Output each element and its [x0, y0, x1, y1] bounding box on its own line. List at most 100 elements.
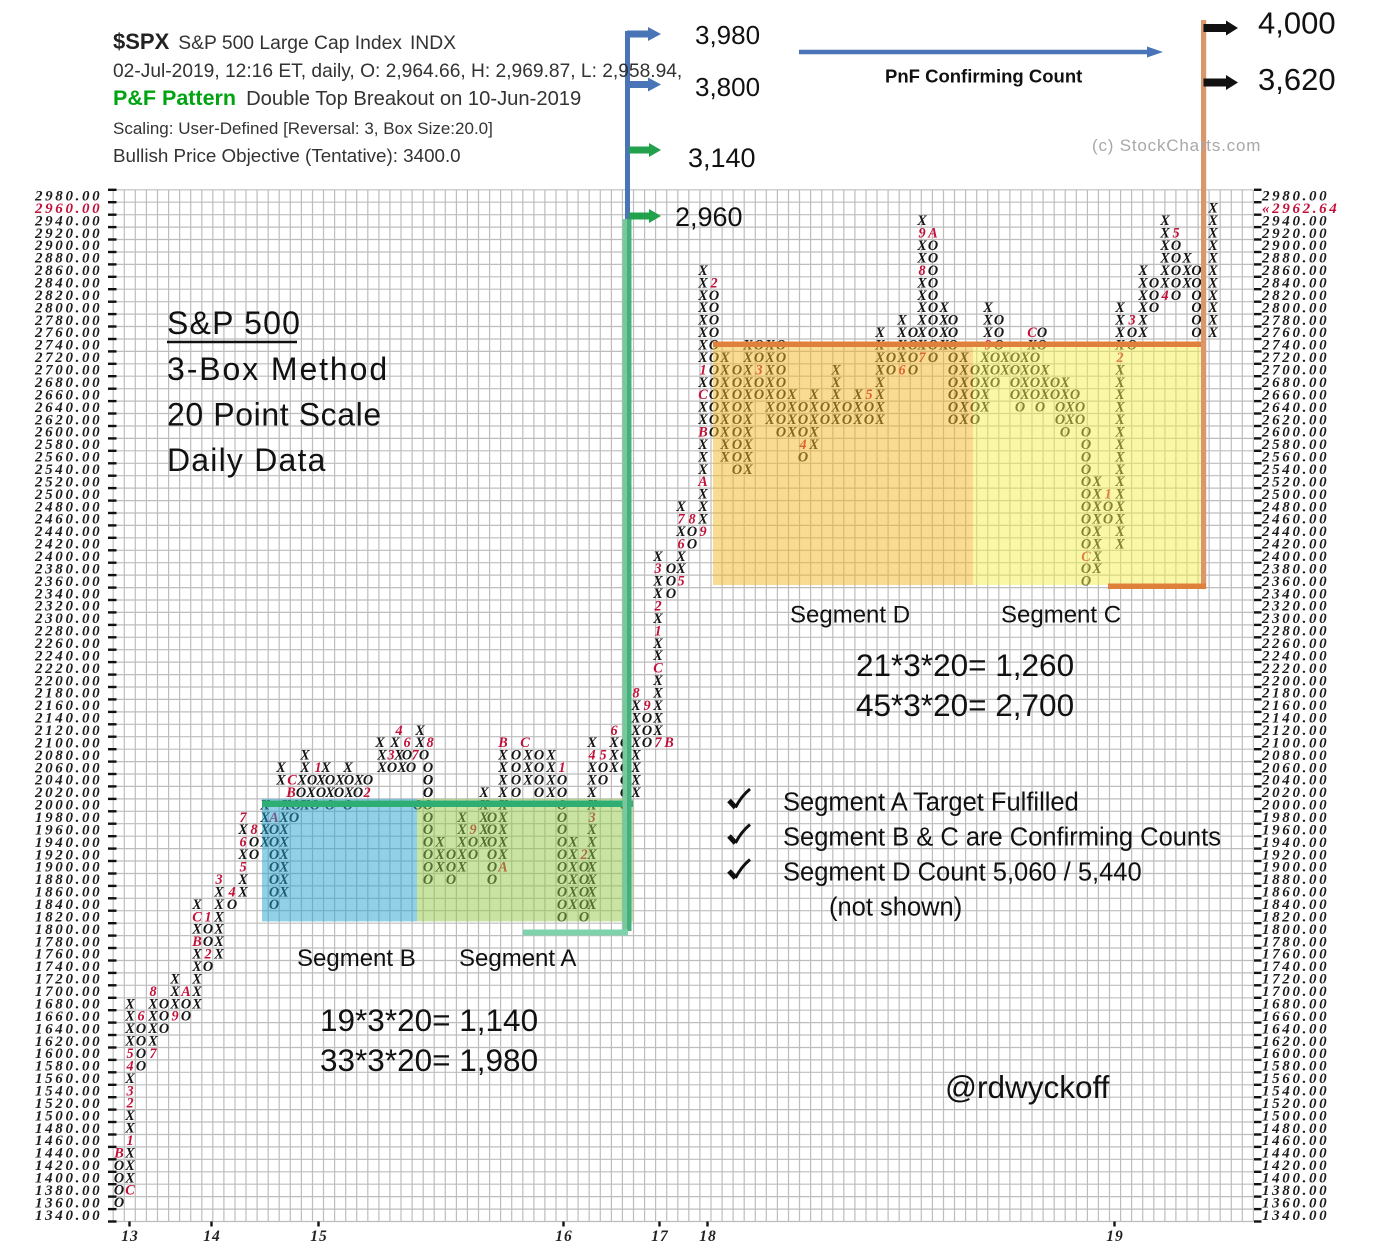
svg-text:8: 8 — [688, 512, 695, 528]
svg-text:1980.00: 1980.00 — [35, 810, 102, 826]
svg-text:X: X — [124, 996, 135, 1012]
svg-text:O: O — [928, 263, 938, 279]
svg-text:1620.00: 1620.00 — [35, 1034, 102, 1050]
svg-text:O: O — [181, 996, 191, 1012]
svg-text:O: O — [598, 760, 608, 776]
svg-text:X: X — [1159, 226, 1170, 242]
svg-text:1680.00: 1680.00 — [35, 997, 102, 1013]
svg-text:O: O — [249, 835, 259, 851]
svg-text:O: O — [114, 1158, 124, 1174]
svg-text:5: 5 — [126, 1046, 133, 1062]
svg-text:X: X — [1159, 275, 1170, 291]
svg-text:2040.00: 2040.00 — [34, 773, 102, 789]
svg-text:O: O — [642, 710, 652, 726]
svg-text:2560.00: 2560.00 — [34, 450, 102, 466]
svg-text:X: X — [213, 884, 224, 900]
svg-text:X: X — [191, 971, 202, 987]
svg-text:O: O — [928, 300, 938, 316]
svg-text:2360.00: 2360.00 — [34, 574, 102, 590]
svg-text:C: C — [125, 1183, 135, 1199]
svg-text:X: X — [315, 773, 326, 789]
svg-text:2160.00: 2160.00 — [34, 698, 102, 714]
svg-text:O: O — [136, 1058, 146, 1074]
svg-text:1700.00: 1700.00 — [35, 984, 102, 1000]
svg-text:X: X — [237, 847, 248, 863]
svg-text:1360.00: 1360.00 — [1262, 1195, 1329, 1211]
svg-text:1520.00: 1520.00 — [1262, 1096, 1329, 1112]
svg-text:1500.00: 1500.00 — [35, 1108, 102, 1124]
svg-text:X: X — [299, 748, 310, 764]
svg-text:O: O — [928, 325, 938, 341]
svg-text:2120.00: 2120.00 — [34, 723, 102, 739]
svg-text:O: O — [316, 785, 326, 801]
svg-text:O: O — [325, 773, 335, 789]
svg-text:4: 4 — [587, 748, 595, 764]
svg-text:C: C — [698, 387, 708, 403]
svg-text:1580.00: 1580.00 — [1262, 1059, 1329, 1075]
svg-text:1700.00: 1700.00 — [1262, 984, 1329, 1000]
svg-text:1580.00: 1580.00 — [35, 1059, 102, 1075]
svg-text:(c) StockCharts.com: (c) StockCharts.com — [1092, 136, 1261, 155]
svg-text:O: O — [534, 748, 544, 764]
svg-text:2680.00: 2680.00 — [1261, 375, 1329, 391]
svg-text:2300.00: 2300.00 — [1261, 611, 1329, 627]
svg-text:1400.00: 1400.00 — [1262, 1171, 1329, 1187]
svg-text:X: X — [896, 313, 907, 329]
svg-text:O: O — [203, 959, 213, 975]
svg-text:5: 5 — [239, 860, 246, 876]
svg-text:X: X — [697, 350, 708, 366]
svg-text:O: O — [159, 996, 169, 1012]
svg-text:X: X — [213, 934, 224, 950]
svg-text:X: X — [320, 760, 331, 776]
svg-text:2800.00: 2800.00 — [34, 300, 102, 316]
svg-text:O: O — [511, 773, 521, 789]
svg-text:X: X — [675, 549, 686, 565]
svg-text:X: X — [545, 773, 556, 789]
svg-text:33*3*20= 1,980: 33*3*20= 1,980 — [320, 1042, 538, 1078]
svg-text:1: 1 — [654, 623, 661, 639]
svg-text:X: X — [237, 884, 248, 900]
svg-text:X: X — [191, 922, 202, 938]
svg-text:2580.00: 2580.00 — [34, 437, 102, 453]
svg-text:1380.00: 1380.00 — [35, 1183, 102, 1199]
svg-text:X: X — [982, 325, 993, 341]
svg-text:O: O — [423, 773, 433, 789]
svg-text:A: A — [697, 474, 707, 490]
svg-text:1600.00: 1600.00 — [1262, 1046, 1329, 1062]
svg-text:1820.00: 1820.00 — [35, 910, 102, 926]
svg-text:X: X — [652, 611, 663, 627]
svg-text:X: X — [213, 897, 224, 913]
svg-text:2500.00: 2500.00 — [34, 487, 102, 503]
svg-text:2: 2 — [125, 1096, 133, 1112]
svg-text:C: C — [1027, 325, 1037, 341]
svg-text:O: O — [423, 773, 433, 789]
svg-text:X: X — [697, 375, 708, 391]
svg-text:2420.00: 2420.00 — [34, 537, 102, 553]
svg-text:B: B — [191, 934, 201, 950]
svg-text:X: X — [896, 325, 907, 341]
svg-text:1360.00: 1360.00 — [35, 1195, 102, 1211]
svg-text:X: X — [1207, 313, 1218, 329]
svg-text:1720.00: 1720.00 — [1262, 972, 1329, 988]
svg-text:2280.00: 2280.00 — [34, 624, 102, 640]
svg-text:X: X — [124, 1158, 135, 1174]
svg-text:1760.00: 1760.00 — [1262, 947, 1329, 963]
svg-text:X: X — [343, 785, 354, 801]
svg-text:X: X — [1137, 263, 1148, 279]
svg-text:A: A — [180, 984, 190, 1000]
svg-text:2140.00: 2140.00 — [34, 711, 102, 727]
svg-text:X: X — [1137, 275, 1148, 291]
svg-text:O: O — [687, 536, 697, 552]
svg-text:X: X — [213, 909, 224, 925]
svg-text:X: X — [630, 735, 641, 751]
svg-text:X: X — [630, 773, 641, 789]
svg-text:2560.00: 2560.00 — [1261, 450, 1329, 466]
svg-text:1340.00: 1340.00 — [1262, 1208, 1329, 1224]
svg-text:2180.00: 2180.00 — [1261, 686, 1329, 702]
svg-text:X: X — [697, 275, 708, 291]
svg-text:2960.00: 2960.00 — [34, 201, 102, 217]
svg-text:O: O — [598, 773, 608, 789]
svg-text:1800.00: 1800.00 — [1262, 922, 1329, 938]
svg-text:X: X — [1159, 238, 1170, 254]
svg-text:1960.00: 1960.00 — [1262, 822, 1329, 838]
